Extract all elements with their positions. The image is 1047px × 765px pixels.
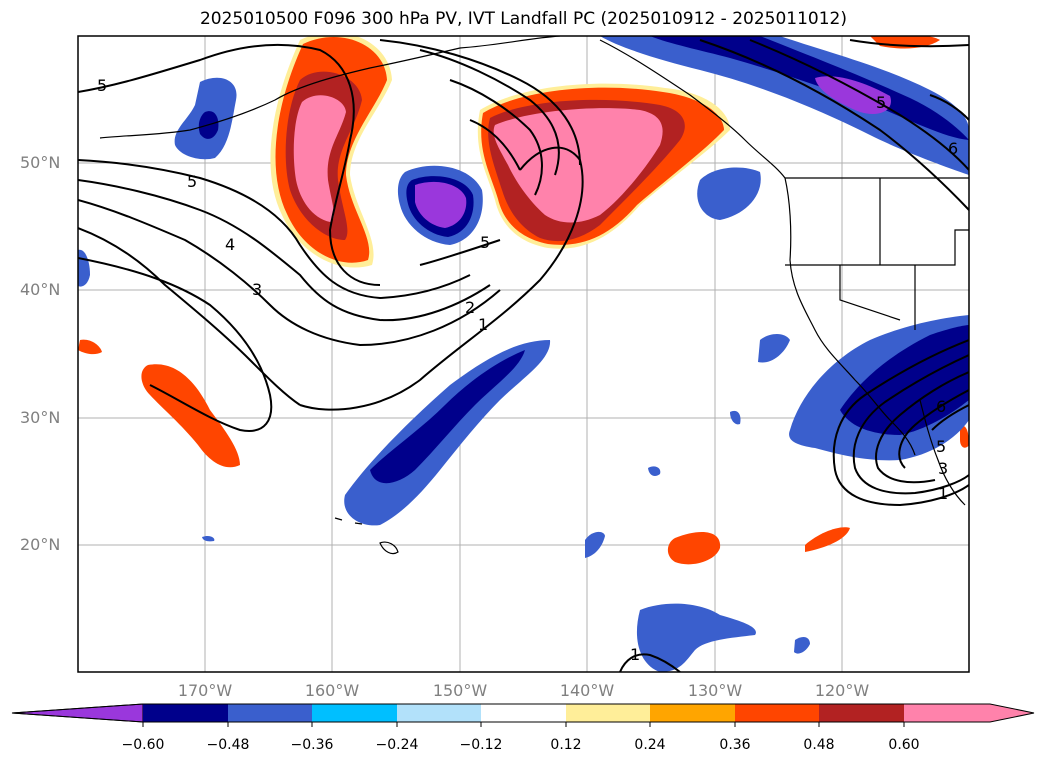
- pv-positive-region: [805, 527, 850, 552]
- pv-negative-region: [697, 167, 761, 220]
- colorbar-bin: [735, 704, 819, 722]
- map-area: 5 5 4 3 2 1 5 5 6 6 5 3 1 1: [78, 36, 969, 672]
- ivt-contours: [78, 39, 969, 672]
- colorbar-tick-label: 0.12: [550, 737, 582, 753]
- pv-positive-region: [667, 532, 721, 565]
- colorbar-tick-label: −0.24: [375, 737, 419, 753]
- pv-negative-region: [585, 531, 605, 558]
- lat-label: 50°N: [20, 153, 61, 172]
- lon-label: 170°W: [177, 681, 233, 700]
- contour-label: 2: [465, 298, 475, 317]
- pv-negative-region: [758, 334, 790, 363]
- pv-negative-region: [415, 181, 467, 228]
- colorbar-bin: [650, 704, 735, 722]
- colorbar-extend-max: [904, 704, 1034, 722]
- colorbar-bin: [228, 704, 312, 722]
- pv-negative-region: [730, 410, 741, 425]
- pv-positive-region: [293, 95, 346, 222]
- contour-label: 5: [480, 233, 490, 252]
- colorbar-tick-label: 0.36: [719, 737, 751, 753]
- colorbar-tick-label: −0.48: [206, 737, 250, 753]
- colorbar-bin: [481, 704, 566, 722]
- colorbar-tick-label: −0.12: [459, 737, 503, 753]
- pv-negative-region: [840, 325, 969, 435]
- contour-label: 1: [938, 484, 948, 503]
- lat-label: 30°N: [20, 408, 61, 427]
- coastlines: [99, 36, 969, 555]
- colorbar-tick-label: 0.60: [888, 737, 920, 753]
- pv-negative-region: [794, 636, 810, 654]
- pv-negative-region: [636, 603, 756, 672]
- negative-pv-anomalies: [78, 36, 969, 672]
- contour-label: 5: [187, 172, 197, 191]
- pv-negative-region: [78, 249, 90, 287]
- pv-negative-region: [815, 76, 891, 115]
- lon-label: 150°W: [432, 681, 488, 700]
- contour-label: 5: [936, 437, 946, 456]
- positive-pv-anomalies: [78, 36, 969, 565]
- colorbar-bin: [143, 704, 228, 722]
- contour-label: 6: [936, 397, 946, 416]
- map-title: 2025010500 F096 300 hPa PV, IVT Landfall…: [199, 9, 847, 29]
- lon-label: 160°W: [304, 681, 360, 700]
- contour-label: 5: [876, 93, 886, 112]
- contour-labels: 5 5 4 3 2 1 5 5 6 6 5 3 1 1: [97, 76, 958, 664]
- lat-label: 40°N: [20, 280, 61, 299]
- colorbar-ticks: [142, 722, 905, 727]
- pv-positive-region: [78, 339, 102, 355]
- contour-label: 4: [225, 235, 235, 254]
- contour-label: 5: [97, 76, 107, 95]
- pv-negative-region: [370, 350, 525, 484]
- lon-label: 140°W: [559, 681, 615, 700]
- lon-label: 130°W: [687, 681, 743, 700]
- contour-label: 1: [630, 645, 640, 664]
- map-frame: [77, 35, 970, 673]
- lon-label: 120°W: [814, 681, 870, 700]
- contour-label: 6: [948, 139, 958, 158]
- contour-label: 3: [252, 280, 262, 299]
- colorbar-tick-label: 0.24: [634, 737, 666, 753]
- colorbar-bin: [397, 704, 481, 722]
- contour-label: 3: [938, 459, 948, 478]
- colorbar: [11, 703, 1035, 727]
- lat-label: 20°N: [20, 535, 61, 554]
- colorbar-bin: [312, 704, 397, 722]
- pv-negative-region: [600, 36, 969, 175]
- colorbar-bin: [819, 704, 904, 722]
- pv-negative-region: [650, 36, 969, 140]
- gridlines: [78, 36, 969, 672]
- pv-negative-region: [648, 466, 661, 476]
- colorbar-bin: [566, 704, 650, 722]
- colorbar-tick-label: −0.60: [121, 737, 165, 753]
- contour-label: 1: [478, 315, 488, 334]
- colorbar-tick-label: −0.36: [290, 737, 334, 753]
- colorbar-extend-min: [11, 703, 144, 723]
- colorbar-tick-label: 0.48: [803, 737, 835, 753]
- pv-positive-region: [960, 425, 969, 448]
- pv-negative-region: [202, 535, 215, 542]
- pv-positive-region: [141, 364, 240, 468]
